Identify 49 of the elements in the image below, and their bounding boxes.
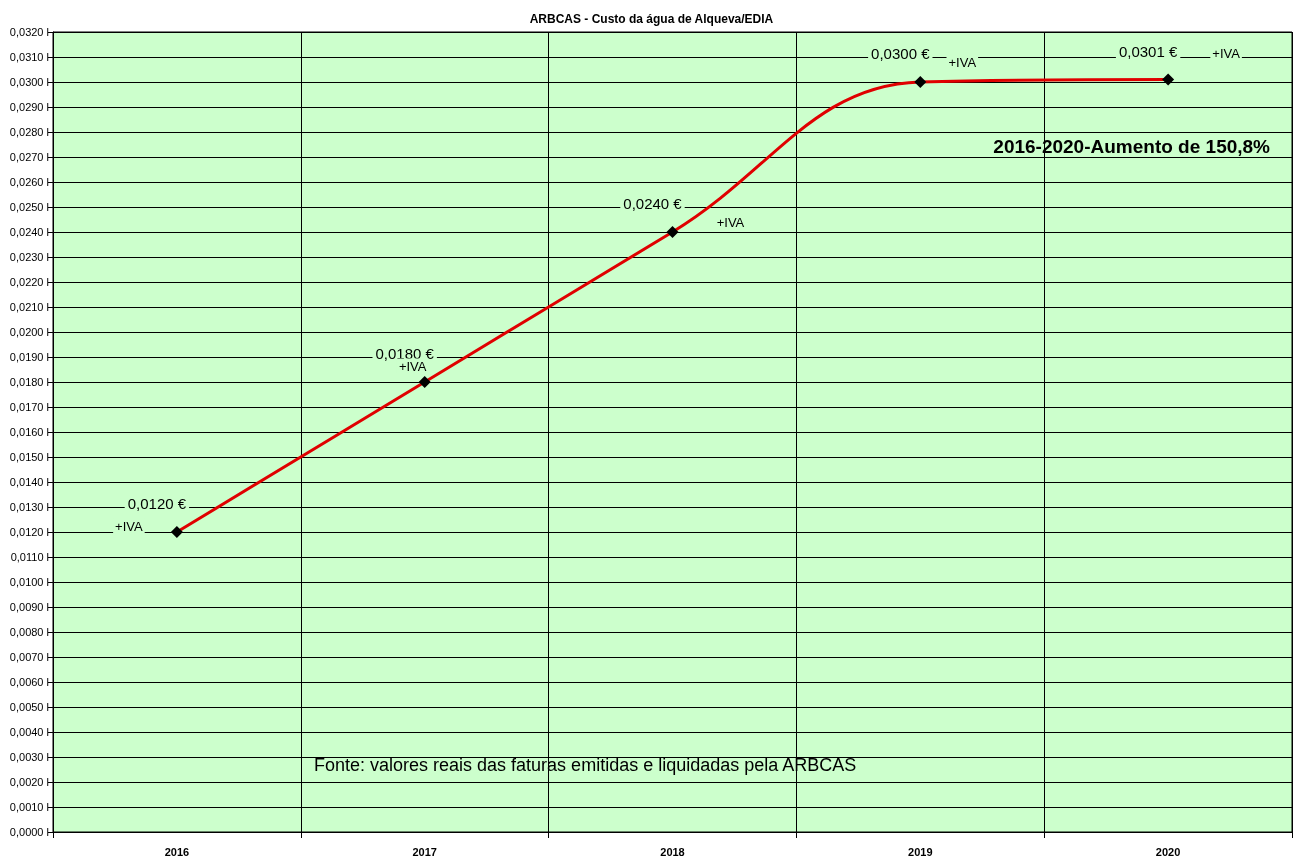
y-tick-label: 0,0190 l (9, 351, 49, 363)
data-label: 0,0300 € (871, 45, 931, 62)
y-tick-label: 0,0310 l (9, 51, 49, 63)
y-tick-label: 0,0210 l (9, 301, 49, 313)
x-tick-label: 2016 (164, 845, 190, 858)
y-tick-label: 0,0030 l (9, 751, 49, 763)
y-tick-label: 0,0300 l (9, 76, 49, 88)
y-tick-label: 0,0120 l (9, 526, 49, 538)
x-tick-label: 2018 (660, 845, 685, 858)
data-label: 0,0240 € (623, 195, 683, 212)
y-tick-label: 0,0290 l (9, 101, 49, 113)
y-tick-label: 0,0220 l (9, 276, 49, 288)
y-tick-label: 0,0250 l (9, 201, 49, 213)
y-tick-label: 0,0270 l (9, 151, 49, 163)
y-tick-label: 0,0010 l (9, 801, 49, 813)
y-tick-label: 0,0130 l (9, 501, 49, 513)
y-tick-label: 0,0040 l (9, 726, 49, 738)
y-tick-label: 0,0320 l (9, 26, 49, 38)
y-tick-label: 0,0070 l (9, 651, 49, 663)
data-label: 0,0180 € (375, 345, 435, 362)
data-label: 0,0301 € (1118, 42, 1178, 60)
y-tick-label: 0,0160 l (9, 426, 49, 438)
annotation: +IVA (115, 518, 144, 534)
y-tick-label: 0,0110 l (10, 551, 49, 563)
y-tick-label: 0,0080 l (9, 626, 49, 638)
annotation: +IVA (948, 54, 977, 70)
annotation: +IVA (716, 214, 745, 230)
x-tick-label: 2019 (908, 845, 933, 858)
y-tick-label: 0,0260 l (9, 176, 49, 188)
y-tick-label: 0,0200 l (9, 326, 49, 338)
y-tick-label: 0,0020 l (9, 776, 49, 788)
y-tick-label: 0,0170 l (9, 401, 49, 413)
y-tick-label: 0,0050 l (9, 701, 49, 713)
x-tick-label: 2017 (412, 845, 437, 858)
chart-title: ARBCAS - Custo da água de Alqueva/EDIA (529, 12, 774, 26)
y-tick-label: 0,0090 l (9, 601, 49, 613)
y-tick-label: 0,0150 l (9, 451, 49, 463)
y-tick-label: 0,0100 l (9, 576, 49, 588)
annotation: +IVA (1212, 46, 1241, 61)
data-label: 0,0120 € (127, 495, 187, 512)
y-tick-label: 0,0140 l (9, 476, 49, 488)
y-tick-label: 0,0000 l (9, 826, 49, 838)
y-tick-label: 0,0060 l (9, 676, 49, 688)
annotation: +IVA (398, 358, 427, 374)
y-tick-label: 0,0240 l (9, 226, 49, 238)
y-tick-label: 0,0180 l (9, 376, 49, 388)
y-tick-label: 0,0230 l (9, 251, 49, 263)
x-tick-label: 2020 (1155, 845, 1181, 858)
y-tick-label: 0,0280 l (9, 126, 49, 138)
